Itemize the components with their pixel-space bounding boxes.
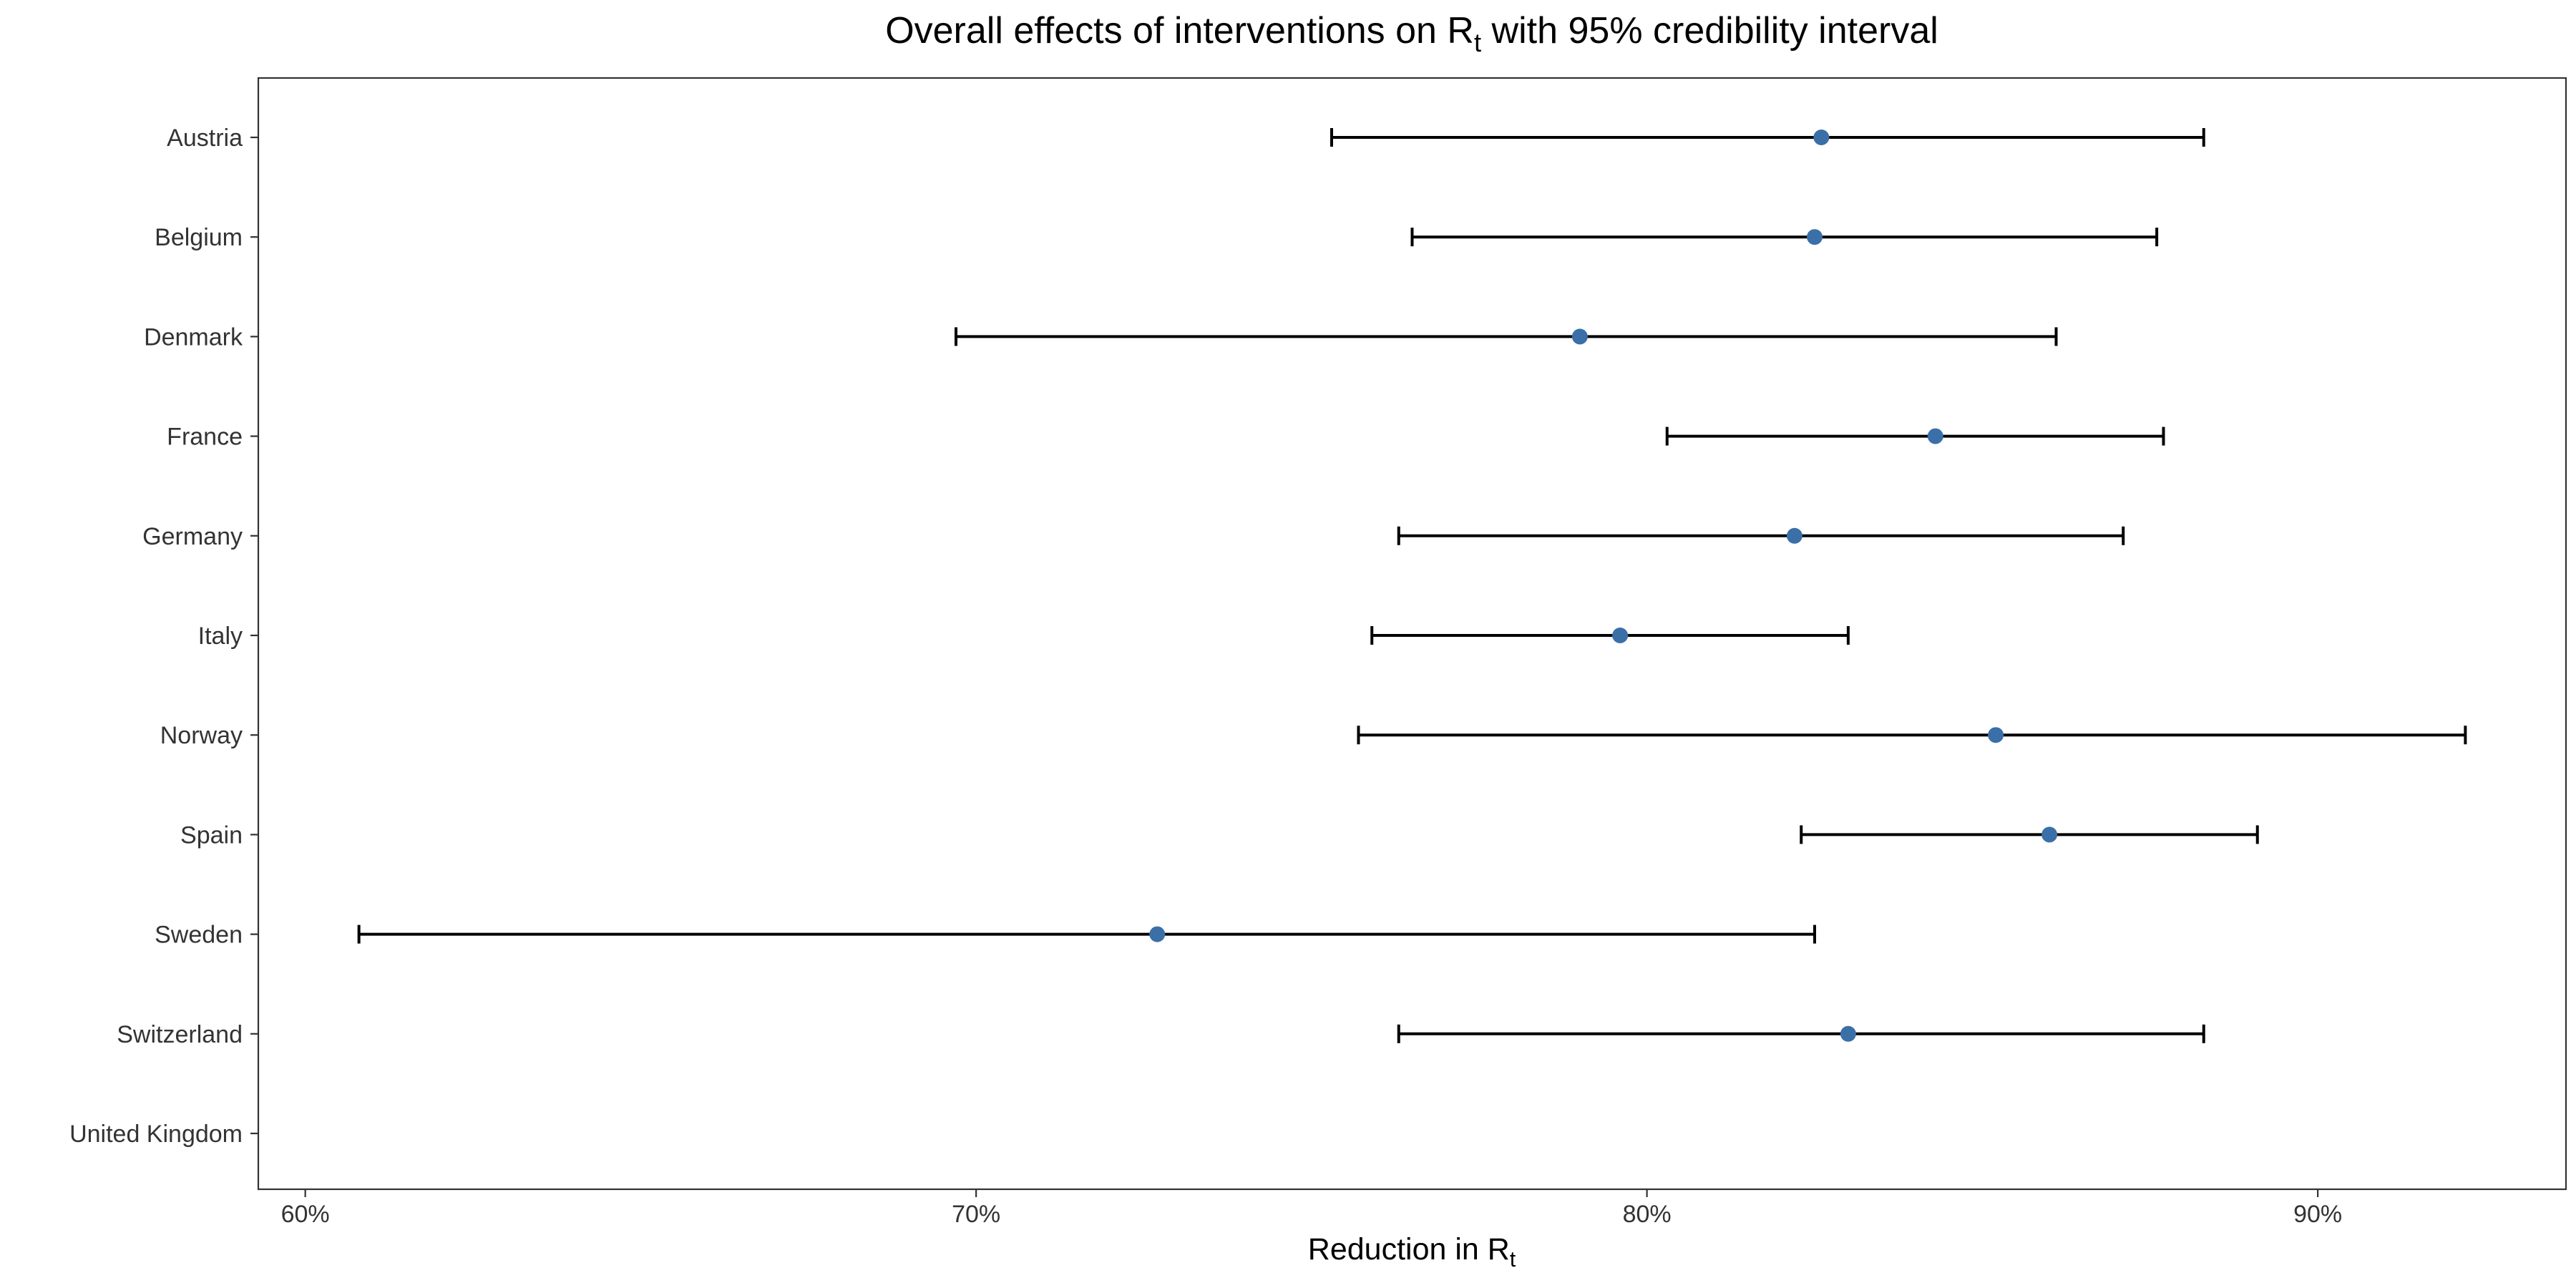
chart-title-suffix: with 95% credibility interval xyxy=(1481,10,1938,52)
y-tick-label-united-kingdom: United Kingdom xyxy=(69,1121,243,1148)
y-tick-label-denmark: Denmark xyxy=(144,323,243,351)
x-tick-label-60-pct: 60% xyxy=(281,1201,330,1228)
x-tick-label-90-pct: 90% xyxy=(2293,1201,2342,1228)
point-estimate-spain xyxy=(2041,826,2058,843)
point-estimate-norway xyxy=(1988,727,2004,743)
y-tick-label-switzerland: Switzerland xyxy=(117,1021,243,1048)
point-estimate-denmark xyxy=(1571,328,1588,345)
y-axis: Austria Belgium Denmark France Germany Italy N… xyxy=(69,125,258,1148)
point-estimate-austria xyxy=(1813,130,1830,145)
x-axis: 60% 70% 80% 90% xyxy=(281,1189,2342,1228)
y-tick-label-germany: Germany xyxy=(142,523,243,550)
chart-title: Overall effects of interventions on Rt w… xyxy=(885,10,1938,57)
x-axis-title-prefix: Reduction in R xyxy=(1308,1232,1510,1267)
x-tick-label-80-pct: 80% xyxy=(1623,1201,1672,1228)
chart-title-prefix: Overall effects of interventions on R xyxy=(885,10,1474,52)
point-estimate-france xyxy=(1927,428,1943,444)
point-estimate-italy xyxy=(1612,628,1629,643)
point-estimate-belgium xyxy=(1807,229,1823,245)
x-axis-title-subscript: t xyxy=(1510,1248,1516,1272)
point-estimate-switzerland xyxy=(1840,1025,1856,1042)
x-tick-label-70-pct: 70% xyxy=(952,1201,1000,1228)
y-tick-label-spain: Spain xyxy=(180,821,243,849)
plot-panel-border xyxy=(257,77,2567,1191)
y-tick-label-norway: Norway xyxy=(160,722,243,749)
y-tick-label-sweden: Sweden xyxy=(155,922,243,949)
x-axis-title: Reduction in Rt xyxy=(1308,1232,1516,1272)
data-marks xyxy=(357,128,2467,1043)
chart-title-subscript: t xyxy=(1474,28,1481,57)
y-tick-label-belgium: Belgium xyxy=(155,224,243,251)
y-tick-label-france: France xyxy=(167,424,243,451)
y-tick-label-austria: Austria xyxy=(167,125,243,152)
y-tick-label-italy: Italy xyxy=(198,623,243,650)
point-estimate-germany xyxy=(1786,527,1802,544)
point-estimate-sweden xyxy=(1149,926,1166,942)
